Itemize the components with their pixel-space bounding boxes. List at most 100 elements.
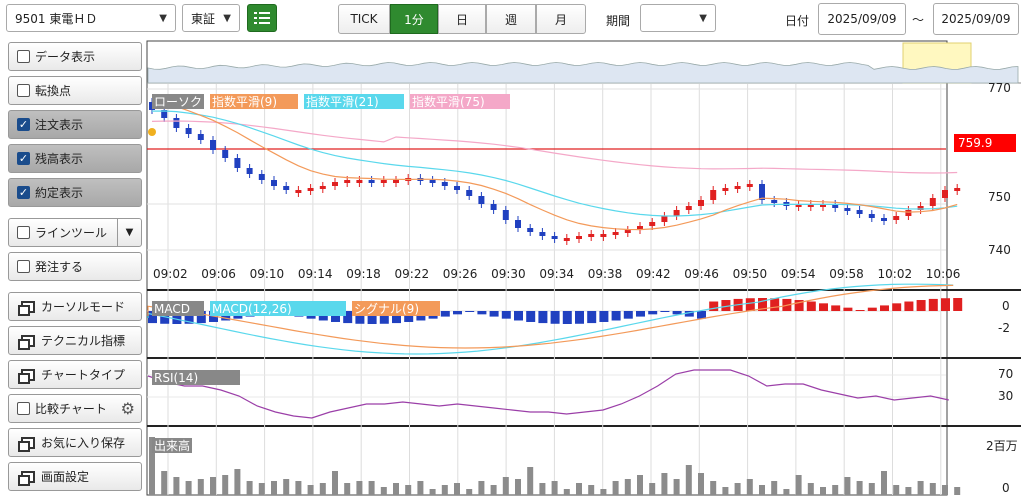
sidebar-item-2[interactable]: ✓ 注文表示 — [8, 110, 142, 139]
main-legend-bg — [152, 94, 204, 109]
macd-bar — [453, 311, 462, 315]
volume-bar — [222, 475, 229, 495]
date-separator: ～ — [912, 13, 925, 27]
date-to-input[interactable]: 2025/09/09 — [933, 3, 1019, 35]
macd-bar — [367, 311, 377, 324]
volume-bar — [612, 481, 619, 495]
tab-1min[interactable]: 1分 — [390, 4, 438, 34]
candle — [795, 204, 802, 207]
volume-bar — [502, 477, 509, 495]
period-label: 期間 — [606, 14, 631, 28]
macd-bar — [392, 311, 401, 324]
macd-bar — [916, 300, 926, 311]
macd-bar — [196, 311, 206, 324]
checkbox[interactable]: ✓ — [17, 118, 30, 131]
volume-bar — [759, 485, 765, 495]
tab-day[interactable]: 日 — [438, 4, 486, 34]
main-legend-0: ローソク — [154, 95, 202, 109]
candle — [319, 186, 326, 189]
macd-bar — [355, 311, 365, 324]
candle — [929, 198, 936, 206]
sidebar-item-10[interactable]: 比較チャート ⚙ — [8, 394, 142, 423]
interval-tabs: TICK 1分 日 週 月 — [338, 4, 586, 34]
macd-bar — [660, 311, 670, 312]
sidebar-item-11[interactable]: お気に入り保存 — [8, 428, 142, 457]
volume-bar — [527, 467, 534, 495]
candle — [698, 200, 704, 206]
candle — [746, 184, 753, 187]
sidebar-item-1[interactable]: 転換点 — [8, 76, 142, 105]
chart-area[interactable]: 770 750 740 09:02 09:06 09:10 09:14 09:18 09:22 0… — [146, 40, 1022, 496]
sidebar-item-5[interactable]: ラインツール ▼ — [8, 218, 142, 247]
volume-bar — [893, 485, 900, 495]
checkbox[interactable] — [17, 226, 30, 239]
sidebar-item-label: 画面設定 — [41, 470, 90, 484]
chevron-down-icon: ▼ — [159, 12, 167, 24]
sidebar-item-4[interactable]: ✓ 約定表示 — [8, 178, 142, 207]
candle — [734, 186, 741, 189]
x-tick-label: 09:06 — [201, 267, 236, 281]
date-from-input[interactable]: 2025/09/09 — [818, 3, 906, 35]
x-tick-label: 09:34 — [539, 267, 574, 281]
candle — [466, 190, 473, 196]
checkbox[interactable] — [17, 50, 30, 63]
volume-bar — [576, 483, 582, 495]
x-tick-label: 09:46 — [684, 267, 719, 281]
candle — [893, 216, 900, 220]
checkbox[interactable]: ✓ — [17, 152, 30, 165]
candle — [380, 180, 387, 183]
candle — [649, 222, 656, 226]
candle — [356, 180, 363, 183]
volume-bar — [563, 489, 570, 495]
sidebar-item-3[interactable]: ✓ 残高表示 — [8, 144, 142, 173]
candle — [637, 226, 643, 230]
candle — [551, 236, 558, 239]
macd-bar — [501, 311, 511, 319]
volume-bar — [478, 481, 485, 495]
sidebar-item-0[interactable]: データ表示 — [8, 42, 142, 71]
macd-bar — [709, 301, 719, 311]
volume-bar — [795, 475, 802, 495]
tab-month[interactable]: 月 — [536, 4, 586, 34]
candle — [393, 180, 399, 183]
checkbox[interactable] — [17, 84, 30, 97]
candle — [478, 196, 485, 204]
symbol-select[interactable]: 9501 東電ＨＤ ▼ — [6, 4, 176, 32]
candle — [820, 204, 826, 207]
volume-bar — [344, 483, 351, 495]
gear-icon[interactable]: ⚙ — [120, 399, 135, 418]
tab-tick[interactable]: TICK — [338, 4, 390, 34]
rsi-legend-0: RSI(14) — [154, 371, 198, 385]
chevron-down-icon[interactable]: ▼ — [117, 219, 141, 246]
checkbox[interactable]: ✓ — [17, 186, 30, 199]
volume-bar — [698, 473, 704, 495]
sidebar-item-6[interactable]: 発注する — [8, 252, 142, 281]
volume-bar — [539, 483, 546, 495]
candle — [490, 204, 497, 210]
checkbox[interactable] — [17, 260, 30, 273]
candle — [563, 238, 570, 241]
volume-bar — [405, 485, 412, 495]
volume-bar — [380, 487, 387, 495]
tab-week[interactable]: 週 — [486, 4, 536, 34]
main-legend-bg — [304, 94, 404, 109]
volume-bar — [551, 481, 558, 495]
volume-bar — [258, 483, 265, 495]
y-tick-label: 770 — [988, 81, 1011, 95]
period-select[interactable]: ▼ — [640, 4, 716, 32]
candle — [661, 216, 668, 222]
macd-bar — [514, 311, 523, 321]
list-view-button[interactable] — [247, 4, 277, 32]
market-select[interactable]: 東証 ▼ — [182, 4, 240, 32]
candle — [954, 188, 961, 191]
sidebar-item-7[interactable]: カーソルモード — [8, 292, 142, 321]
macd-bar — [477, 311, 487, 315]
volume-bar — [588, 485, 595, 495]
candle — [283, 186, 290, 190]
volume-y-tick: 2百万 — [986, 439, 1018, 453]
sidebar-item-12[interactable]: 画面設定 — [8, 462, 142, 491]
checkbox[interactable] — [17, 402, 30, 415]
x-tick-label: 09:38 — [588, 267, 623, 281]
sidebar-item-9[interactable]: チャートタイプ — [8, 360, 142, 389]
sidebar-item-8[interactable]: テクニカル指標 — [8, 326, 142, 355]
